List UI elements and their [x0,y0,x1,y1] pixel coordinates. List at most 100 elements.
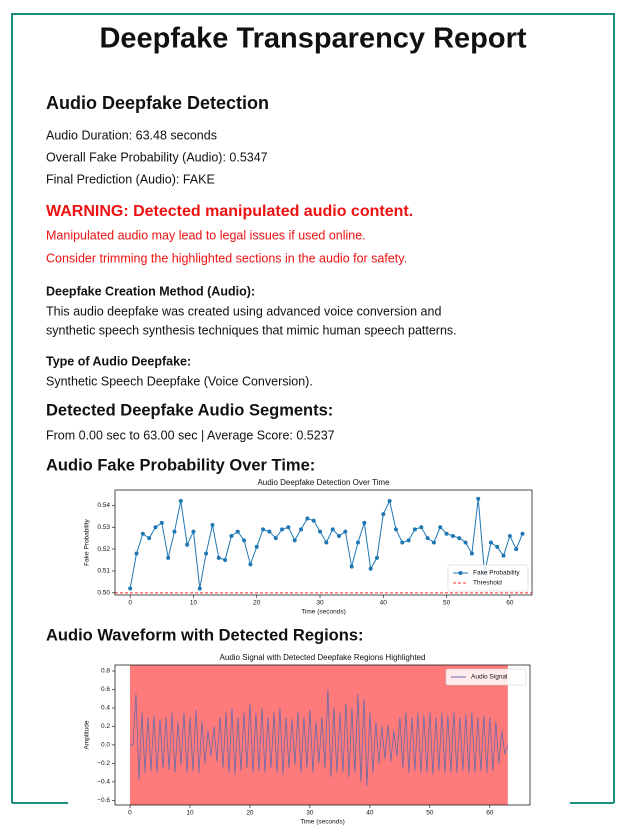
legend: Fake Probability Threshold [447,564,529,592]
data-point [204,551,209,556]
y-tick-label: 0.4 [101,705,110,712]
data-point [324,540,329,545]
data-point [381,512,386,517]
segments-heading: Detected Deepfake Audio Segments: [46,401,333,419]
data-point [191,529,196,534]
data-point [393,527,398,532]
segments-text: From 0.00 sec to 63.00 sec | Average Sco… [46,428,335,442]
plot-frame [114,664,531,806]
detected-region [129,665,508,805]
x-tick-label: 20 [246,810,254,817]
data-point [128,586,133,591]
data-point [318,529,323,534]
data-point [476,496,481,501]
data-point [311,518,316,523]
data-point [242,538,247,543]
method-text: This audio deepfake was created using ad… [46,304,441,318]
data-point [463,540,468,545]
x-tick-label: 10 [186,810,194,817]
data-point [495,544,500,549]
y-tick-label: 0.53 [97,524,110,531]
data-point [488,540,493,545]
data-point [153,525,158,530]
data-point [400,540,405,545]
data-point [248,562,253,567]
x-tick-label: 60 [486,810,494,817]
data-point [362,520,367,525]
data-point [254,544,259,549]
y-tick-label: −0.6 [97,797,110,804]
data-point [140,531,145,536]
chart-title: Audio Signal with Detected Deepfake Regi… [220,653,426,662]
section-title: Audio Deepfake Detection [46,93,269,113]
x-tick-label: 30 [306,810,314,817]
data-point [450,533,455,538]
y-tick-label: 0.8 [101,668,110,675]
data-point [337,533,342,538]
data-point [425,536,430,541]
legend-box [445,668,527,686]
data-point [185,542,190,547]
summary-line: Audio Duration: 63.48 seconds [46,128,217,142]
waveform-heading: Audio Waveform with Detected Regions: [46,626,364,644]
legend: Audio Signal [445,668,527,686]
data-point [444,531,449,536]
x-tick-label: 50 [443,600,451,607]
data-point [305,516,310,521]
data-point [235,529,240,534]
data-point [457,536,462,541]
data-point [419,525,424,530]
data-point [166,555,171,560]
y-tick-label: 0.0 [101,742,110,749]
method-label: Deepfake Creation Method (Audio): [46,284,255,298]
data-point [412,527,417,532]
x-tick-label: 0 [128,600,132,607]
data-point [197,586,202,591]
data-point [349,564,354,569]
data-point [273,536,278,541]
x-tick-label: 40 [366,810,374,817]
data-point [501,553,506,558]
y-tick-label: 0.54 [97,502,110,509]
summary-line: Overall Fake Probability (Audio): 0.5347 [46,150,268,164]
data-point [374,555,379,560]
data-point [134,551,139,556]
data-point [514,547,519,552]
report-title: Deepfake Transparency Report [99,23,526,55]
data-point [507,533,512,538]
data-point [469,551,474,556]
data-point [438,525,443,530]
frame [11,13,615,803]
data-point [520,531,525,536]
warning-line: Consider trimming the highlighted sectio… [46,251,407,265]
y-tick-label: 0.2 [101,723,110,730]
data-point [368,566,373,571]
data-point [355,540,360,545]
data-point [292,538,297,543]
x-tick-label: 40 [380,600,388,607]
x-tick-label: 60 [506,600,514,607]
data-point [431,540,436,545]
x-tick-label: 50 [426,810,434,817]
legend-label: Threshold [473,580,502,587]
data-point [330,527,335,532]
y-tick-label: 0.50 [97,590,110,597]
y-tick-label: 0.51 [97,568,110,575]
legend-label: Fake Probability [473,570,520,577]
warning-line: Manipulated audio may lead to legal issu… [46,228,366,242]
legend-marker [458,571,463,575]
legend-box [447,564,529,592]
summary-line: Final Prediction (Audio): FAKE [46,172,215,186]
x-axis-label: Time (seconds) [301,609,346,616]
x-axis-label: Time (seconds) [300,819,345,826]
y-tick-label: 0.52 [97,546,110,553]
data-point [178,498,183,503]
data-point [147,536,152,541]
chart-title: Audio Deepfake Detection Over Time [257,478,390,487]
data-point [387,498,392,503]
probability-heading: Audio Fake Probability Over Time: [46,456,315,474]
data-point [229,533,234,538]
type-text: Synthetic Speech Deepfake (Voice Convers… [46,374,313,388]
